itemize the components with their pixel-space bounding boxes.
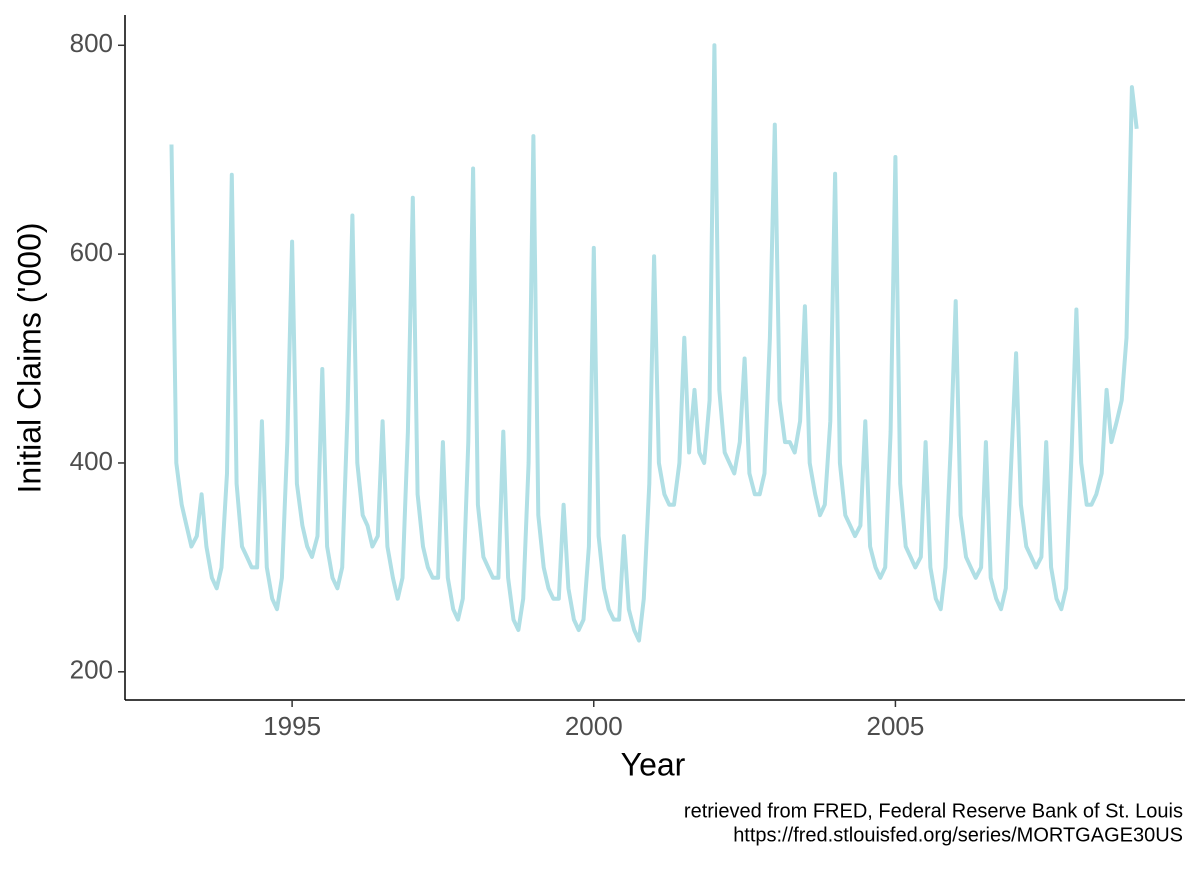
y-tick-label: 200	[70, 655, 113, 685]
y-axis-title: Initial Claims ('000)	[11, 222, 47, 493]
y-tick-label: 600	[70, 237, 113, 267]
y-tick-label: 400	[70, 446, 113, 476]
x-tick-label: 2005	[866, 711, 924, 741]
x-axis-title: Year	[621, 746, 686, 782]
caption: https://fred.stlouisfed.org/series/MORTG…	[733, 824, 1183, 846]
x-tick-label: 2000	[565, 711, 623, 741]
x-tick-label: 1995	[263, 711, 321, 741]
caption: retrieved from FRED, Federal Reserve Ban…	[684, 800, 1183, 822]
data-line	[169, 43, 1139, 643]
y-tick-label: 800	[70, 28, 113, 58]
